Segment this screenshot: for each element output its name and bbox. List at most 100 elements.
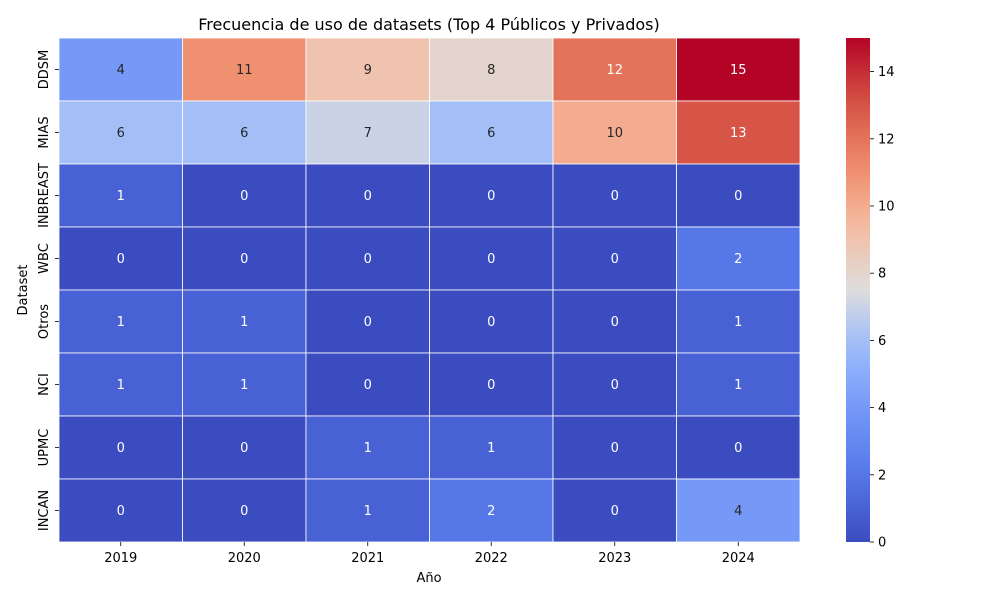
cell-value-label: 0: [364, 378, 372, 393]
cell-value-label: 2: [487, 504, 495, 519]
y-tick-label: INBREAST: [37, 163, 52, 228]
heatmap-cell: [552, 478, 677, 543]
heatmap-cell: [429, 163, 554, 228]
y-tick-label: WBC: [37, 243, 52, 274]
cell-value-label: 9: [364, 63, 372, 78]
colorbar: [846, 38, 870, 542]
heatmap-cell: [552, 352, 677, 417]
x-axis-label: Año: [416, 571, 441, 586]
cell-value-label: 1: [734, 315, 742, 330]
chart-title: Frecuencia de uso de datasets (Top 4 Púb…: [198, 15, 660, 34]
x-tick-label: 2019: [104, 551, 137, 566]
heatmap-cell: [182, 289, 307, 354]
y-axis-label: Dataset: [16, 265, 31, 316]
heatmap-cell: [182, 415, 307, 480]
heatmap-cell: [429, 37, 554, 102]
heatmap-cell: [429, 226, 554, 291]
heatmap-cell: [676, 352, 801, 417]
y-tick-label: INCAN: [37, 490, 52, 531]
cell-value-label: 0: [364, 315, 372, 330]
heatmap-cell: [58, 289, 183, 354]
cell-value-label: 1: [117, 378, 125, 393]
heatmap-cell: [429, 352, 554, 417]
heatmap-cell: [182, 163, 307, 228]
cell-value-label: 8: [487, 63, 495, 78]
cell-value-label: 6: [117, 126, 125, 141]
colorbar-tick-label: 8: [878, 267, 886, 282]
heatmap-cell: [305, 352, 430, 417]
heatmap-cell: [305, 163, 430, 228]
heatmap-cell: [676, 415, 801, 480]
heatmap-cell: [552, 226, 677, 291]
cell-value-label: 0: [240, 441, 248, 456]
y-tick-label: NCI: [37, 373, 52, 396]
heatmap-cell: [676, 163, 801, 228]
cell-value-label: 0: [611, 252, 619, 267]
x-tick-label: 2023: [598, 551, 631, 566]
heatmap-cell: [676, 478, 801, 543]
x-axis-ticks: 2019 2020 2021 2022 2023 2024: [104, 542, 755, 566]
cell-value-label: 1: [117, 189, 125, 204]
cell-value-label: 0: [611, 189, 619, 204]
cell-value-label: 0: [240, 252, 248, 267]
x-tick-label: 2022: [475, 551, 508, 566]
heatmap-cell: [182, 37, 307, 102]
y-tick-label: DDSM: [37, 50, 52, 90]
cell-value-label: 4: [117, 63, 125, 78]
colorbar-tick-label: 6: [878, 334, 886, 349]
cell-value-label: 1: [364, 441, 372, 456]
cell-value-label: 11: [236, 63, 253, 78]
heatmap-cell: [182, 478, 307, 543]
cell-value-label: 0: [117, 252, 125, 267]
colorbar-tick-label: 12: [878, 132, 895, 147]
cell-value-label: 1: [240, 315, 248, 330]
cell-value-label: 4: [734, 504, 742, 519]
cell-value-label: 0: [487, 189, 495, 204]
heatmap-cell: [676, 226, 801, 291]
cell-value-label: 0: [611, 315, 619, 330]
heatmap-cell: [58, 352, 183, 417]
cell-value-label: 2: [734, 252, 742, 267]
heatmap-cell: [305, 415, 430, 480]
cell-value-label: 0: [117, 504, 125, 519]
heatmap-cell: [676, 100, 801, 165]
y-axis-ticks: DDSM MIAS INBREAST WBC Otros NCI UPMC INCAN: [37, 50, 59, 531]
cell-value-label: 0: [487, 252, 495, 267]
colorbar-tick-label: 0: [878, 536, 886, 551]
heatmap-cell: [429, 478, 554, 543]
cell-value-label: 6: [240, 126, 248, 141]
heatmap-cell: [552, 163, 677, 228]
cell-value-label: 0: [734, 441, 742, 456]
cell-value-label: 13: [730, 126, 747, 141]
cell-value-label: 6: [487, 126, 495, 141]
cell-value-label: 0: [611, 378, 619, 393]
heatmap-cell: [182, 226, 307, 291]
heatmap-cell: [58, 163, 183, 228]
cell-value-label: 0: [364, 252, 372, 267]
colorbar-ticks: 0 2 4 6 8 10 12 14: [870, 65, 895, 551]
cell-value-label: 1: [240, 378, 248, 393]
cell-value-label: 1: [364, 504, 372, 519]
heatmap-cell: [58, 37, 183, 102]
colorbar-tick-label: 4: [878, 401, 886, 416]
cell-value-label: 1: [487, 441, 495, 456]
cell-value-label: 12: [606, 63, 623, 78]
cell-value-label: 0: [240, 504, 248, 519]
cell-value-label: 15: [730, 63, 747, 78]
heatmap-cell: [305, 478, 430, 543]
y-tick-label: UPMC: [37, 429, 52, 467]
heatmap-cell: [305, 226, 430, 291]
cell-annotations: 4 11 9 8 12 156 6 7 6 10 131 0 0 0 0 00 0 0 0 0 21 1 0 0 0 11 1 0 0 0…: [117, 63, 747, 519]
heatmap-cell: [58, 226, 183, 291]
cell-value-label: 10: [606, 126, 623, 141]
colorbar-tick-label: 2: [878, 468, 886, 483]
colorbar-tick-label: 14: [878, 65, 895, 80]
x-tick-label: 2024: [722, 551, 755, 566]
y-tick-label: MIAS: [37, 116, 52, 148]
cell-value-label: 7: [364, 126, 372, 141]
x-tick-label: 2020: [228, 551, 261, 566]
cell-value-label: 0: [734, 189, 742, 204]
heatmap-cell: [676, 289, 801, 354]
cell-value-label: 0: [611, 504, 619, 519]
